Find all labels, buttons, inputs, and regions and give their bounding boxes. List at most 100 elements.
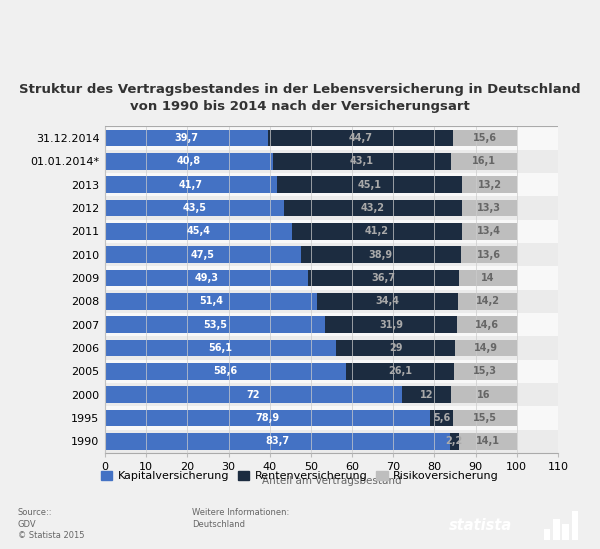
Bar bbox=[105, 433, 449, 450]
X-axis label: Anteil am Vertragsbestand: Anteil am Vertragsbestand bbox=[262, 476, 401, 486]
Text: 78,9: 78,9 bbox=[256, 413, 280, 423]
Bar bbox=[105, 266, 558, 290]
Bar bbox=[105, 153, 273, 170]
Bar bbox=[105, 176, 277, 193]
Bar bbox=[553, 518, 560, 540]
Bar bbox=[336, 339, 455, 356]
Text: 43,1: 43,1 bbox=[350, 156, 374, 166]
Bar bbox=[105, 290, 558, 313]
Bar bbox=[105, 150, 558, 173]
Text: 39,7: 39,7 bbox=[175, 133, 199, 143]
Text: Source::
GDV
© Statista 2015: Source:: GDV © Statista 2015 bbox=[18, 508, 85, 540]
Bar bbox=[105, 336, 558, 360]
Text: 36,7: 36,7 bbox=[371, 273, 395, 283]
Bar bbox=[105, 293, 317, 310]
Text: 29: 29 bbox=[389, 343, 403, 353]
Bar bbox=[459, 270, 517, 287]
Legend: Kapitalversicherung, Rentenversicherung, Risikoversicherung: Kapitalversicherung, Rentenversicherung,… bbox=[97, 467, 503, 486]
Bar bbox=[544, 529, 550, 540]
Text: 41,2: 41,2 bbox=[365, 226, 389, 236]
Text: 34,4: 34,4 bbox=[376, 296, 400, 306]
Text: Weitere Informationen:
Deutschland: Weitere Informationen: Deutschland bbox=[192, 508, 289, 529]
Bar bbox=[301, 246, 461, 263]
Bar bbox=[449, 433, 459, 450]
Text: 38,9: 38,9 bbox=[368, 250, 393, 260]
Text: 40,8: 40,8 bbox=[177, 156, 201, 166]
Bar bbox=[284, 199, 462, 216]
Bar bbox=[105, 410, 430, 427]
Bar bbox=[105, 199, 284, 216]
Bar bbox=[455, 339, 517, 356]
Text: 83,7: 83,7 bbox=[265, 436, 289, 446]
Text: 14: 14 bbox=[481, 273, 495, 283]
Bar bbox=[461, 223, 517, 240]
Text: 31,9: 31,9 bbox=[379, 320, 403, 329]
Bar bbox=[430, 410, 453, 427]
Text: 14,1: 14,1 bbox=[476, 436, 500, 446]
Text: 51,4: 51,4 bbox=[199, 296, 223, 306]
Text: 2,2: 2,2 bbox=[446, 436, 463, 446]
Bar bbox=[461, 246, 517, 263]
Bar bbox=[105, 173, 558, 196]
Text: 43,5: 43,5 bbox=[182, 203, 206, 213]
Text: 13,4: 13,4 bbox=[477, 226, 501, 236]
Text: 13,2: 13,2 bbox=[478, 180, 502, 189]
Text: 12: 12 bbox=[419, 390, 433, 400]
Bar bbox=[105, 243, 558, 266]
Bar bbox=[105, 360, 558, 383]
Bar bbox=[454, 363, 517, 380]
Bar bbox=[401, 386, 451, 403]
Text: 13,6: 13,6 bbox=[477, 250, 501, 260]
Bar bbox=[105, 386, 401, 403]
Text: 53,5: 53,5 bbox=[203, 320, 227, 329]
Text: 16: 16 bbox=[477, 390, 491, 400]
Bar bbox=[105, 220, 558, 243]
Bar bbox=[451, 386, 517, 403]
Bar bbox=[317, 293, 458, 310]
Text: 14,6: 14,6 bbox=[475, 320, 499, 329]
Bar bbox=[462, 199, 517, 216]
Bar bbox=[105, 246, 301, 263]
Bar bbox=[453, 410, 517, 427]
Bar bbox=[105, 316, 325, 333]
Text: 14,9: 14,9 bbox=[474, 343, 498, 353]
Text: 44,7: 44,7 bbox=[349, 133, 373, 143]
Text: 41,7: 41,7 bbox=[179, 180, 203, 189]
Text: statista: statista bbox=[448, 518, 512, 533]
Bar bbox=[273, 153, 451, 170]
Bar bbox=[268, 130, 452, 147]
Text: 72: 72 bbox=[247, 390, 260, 400]
Bar bbox=[105, 339, 336, 356]
Bar bbox=[572, 512, 578, 540]
Bar bbox=[105, 130, 268, 147]
Text: 14,2: 14,2 bbox=[476, 296, 500, 306]
Bar bbox=[105, 197, 558, 220]
Bar bbox=[562, 524, 569, 540]
Bar bbox=[105, 406, 558, 429]
Text: 15,5: 15,5 bbox=[473, 413, 497, 423]
Bar bbox=[105, 363, 346, 380]
Text: 13,3: 13,3 bbox=[478, 203, 502, 213]
Text: 56,1: 56,1 bbox=[209, 343, 233, 353]
Text: 58,6: 58,6 bbox=[214, 366, 238, 376]
Bar bbox=[346, 363, 454, 380]
Text: 47,5: 47,5 bbox=[191, 250, 215, 260]
Text: 15,3: 15,3 bbox=[473, 366, 497, 376]
Text: 43,2: 43,2 bbox=[361, 203, 385, 213]
Bar bbox=[105, 313, 558, 336]
Bar bbox=[452, 130, 517, 147]
Bar bbox=[325, 316, 457, 333]
Bar bbox=[277, 176, 463, 193]
Text: 15,6: 15,6 bbox=[473, 133, 497, 143]
Bar bbox=[105, 383, 558, 406]
Text: 26,1: 26,1 bbox=[388, 366, 412, 376]
Bar bbox=[105, 223, 292, 240]
Bar bbox=[457, 316, 517, 333]
Bar bbox=[463, 176, 517, 193]
Bar bbox=[308, 270, 459, 287]
Text: 49,3: 49,3 bbox=[194, 273, 218, 283]
Bar bbox=[451, 153, 517, 170]
Text: 5,6: 5,6 bbox=[433, 413, 450, 423]
Text: Struktur des Vertragsbestandes in der Lebensversicherung in Deutschland
von 1990: Struktur des Vertragsbestandes in der Le… bbox=[19, 82, 581, 113]
Text: 45,4: 45,4 bbox=[187, 226, 211, 236]
